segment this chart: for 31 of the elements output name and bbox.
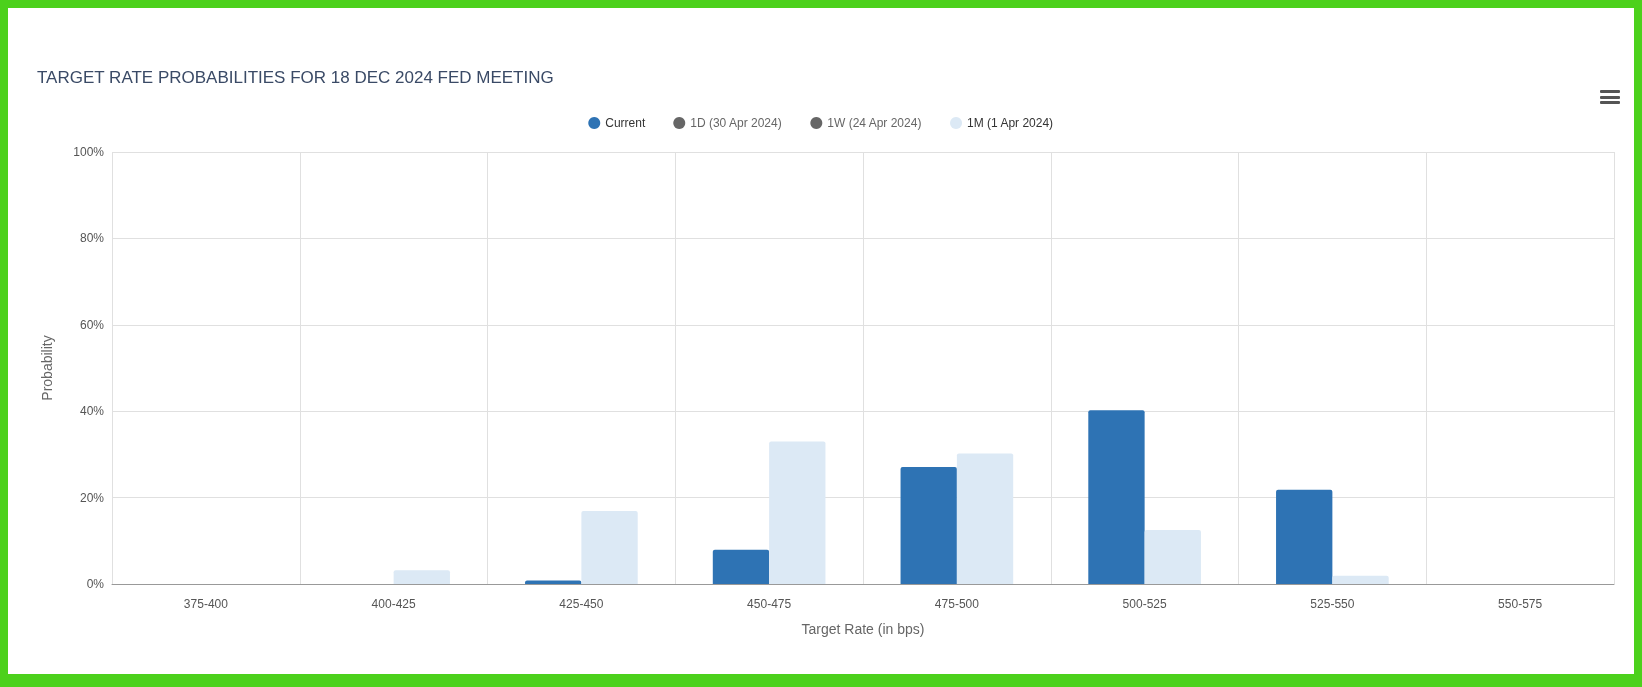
bar — [1332, 575, 1389, 584]
y-axis-title: Probability — [39, 335, 55, 401]
x-axis-title: Target Rate (in bps) — [801, 621, 925, 637]
x-tick-label: 450-475 — [747, 597, 792, 611]
legend-label: 1D (30 Apr 2024) — [690, 116, 782, 130]
bar — [393, 570, 450, 584]
bar — [900, 466, 957, 584]
bar — [956, 453, 1014, 584]
y-tick-label: 60% — [79, 317, 105, 332]
x-tick-label: 400-425 — [371, 597, 416, 611]
y-tick-label: 80% — [79, 231, 105, 246]
x-tick-label: 375-400 — [183, 597, 229, 611]
bar — [1144, 530, 1201, 584]
x-tick-label: 525-550 — [1310, 597, 1355, 611]
x-tick-label: 500-525 — [1122, 597, 1167, 611]
bar — [1276, 489, 1333, 584]
x-tick-label: 550-575 — [1498, 597, 1543, 611]
y-tick-label: 0% — [86, 577, 105, 591]
legend-label: 1W (24 Apr 2024) — [827, 116, 922, 130]
y-tick-label: 20% — [79, 490, 105, 505]
bar — [769, 441, 826, 584]
x-tick-label: 475-500 — [934, 597, 980, 611]
x-tick-label: 425-450 — [559, 597, 604, 611]
legend-label: Current — [605, 116, 646, 130]
y-tick-label: 40% — [79, 404, 105, 419]
bar — [581, 510, 638, 584]
y-tick-label: 100% — [73, 145, 105, 159]
legend-label: 1M (1 Apr 2024) — [967, 116, 1054, 130]
bar — [1088, 410, 1145, 584]
chart-title: TARGET RATE PROBABILITIES FOR 18 DEC 2024 FED MEETING — [37, 68, 554, 87]
bar — [712, 549, 770, 584]
